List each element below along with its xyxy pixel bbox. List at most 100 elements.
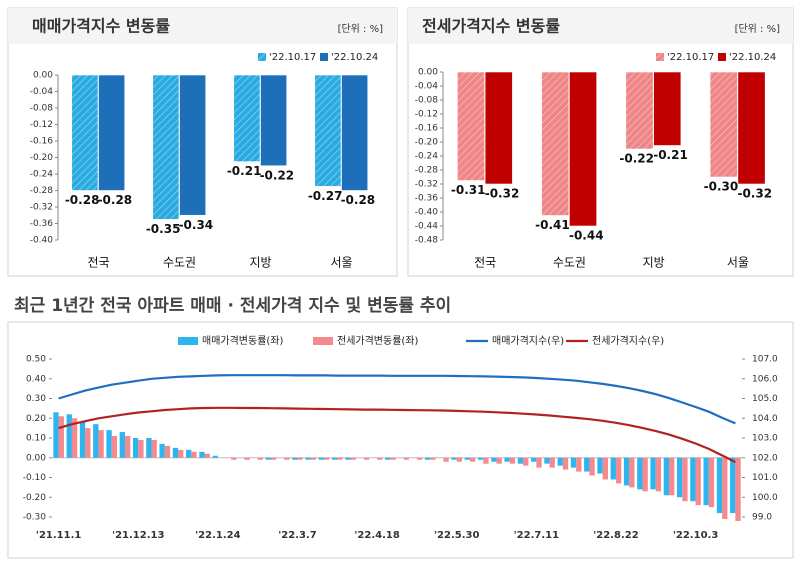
panel-header: [8, 8, 397, 44]
bar: [385, 457, 391, 460]
bar: [584, 457, 590, 472]
y-tick-label: 101.0: [752, 473, 778, 483]
bar: [152, 74, 180, 220]
bar: [350, 457, 356, 460]
bar: [151, 439, 157, 458]
bar: [570, 457, 577, 468]
chart-title: 전세가격지수 변동률: [422, 17, 560, 36]
bar: [483, 457, 489, 464]
bar: [544, 457, 550, 464]
bar: [477, 457, 484, 460]
bar: [589, 457, 595, 476]
bar: [730, 457, 736, 514]
data-label: -0.35: [146, 222, 181, 236]
line: [58, 406, 736, 464]
x-tick-label: 전국: [87, 256, 109, 270]
bar: [703, 457, 709, 506]
x-tick-label: 서울: [330, 256, 352, 270]
bar: [625, 71, 654, 150]
legend-label: '22.10.17: [667, 52, 714, 63]
legend-swatch: [313, 337, 333, 345]
data-label: -0.41: [535, 218, 570, 232]
bar: [93, 424, 99, 458]
data-label: -0.28: [341, 193, 376, 207]
bar: [509, 457, 516, 464]
bar: [655, 457, 662, 492]
bar: [722, 457, 728, 519]
bar: [132, 438, 139, 458]
bar: [602, 457, 608, 480]
x-tick-label: '22.4.18: [354, 530, 399, 541]
bar: [305, 457, 311, 460]
bar: [265, 457, 271, 460]
y-tick-label: 0.40: [26, 374, 46, 384]
y-tick-label: -0.16: [30, 137, 54, 147]
bar: [231, 457, 237, 460]
bar: [390, 457, 396, 460]
bar: [615, 457, 622, 484]
legend-swatch: [178, 337, 198, 345]
y-tick-label: -0.44: [415, 222, 439, 232]
x-tick-label: 지방: [249, 256, 271, 270]
data-label: -0.32: [485, 187, 520, 201]
bar: [324, 457, 330, 460]
bar: [541, 71, 570, 216]
bar: [111, 436, 118, 458]
y-tick-label: 102.0: [752, 453, 778, 463]
bar: [159, 443, 165, 458]
y-tick-label: -0.20: [23, 493, 47, 503]
bar: [403, 457, 409, 460]
bar: [318, 457, 325, 460]
bar: [199, 451, 205, 458]
data-label: -0.28: [98, 193, 133, 207]
y-tick-label: -0.20: [30, 153, 54, 163]
y-tick-label: 104.0: [752, 414, 778, 424]
bar: [443, 457, 449, 462]
bar: [523, 457, 529, 466]
y-tick-label: 105.0: [752, 394, 778, 404]
legend-swatch: [656, 53, 664, 61]
x-tick-label: 수도권: [163, 256, 196, 270]
y-tick-label: 0.20: [26, 414, 46, 424]
bar: [597, 457, 603, 474]
x-tick-label: '22.3.7: [278, 530, 317, 541]
bar: [260, 74, 288, 167]
x-tick-label: '21.11.1: [36, 530, 81, 541]
x-tick-label: 수도권: [553, 256, 586, 270]
bar: [491, 457, 497, 462]
y-tick-label: 0.00: [33, 71, 53, 81]
y-tick-label: 0.30: [26, 394, 46, 404]
legend-label: 전세가격지수(우): [592, 334, 664, 347]
legend-label: '22.10.24: [729, 52, 776, 63]
bar: [106, 430, 112, 458]
chart-title: 매매가격지수 변동률: [32, 17, 170, 36]
data-label: -0.28: [65, 193, 100, 207]
bar: [377, 457, 383, 460]
x-tick-label: '21.12.13: [112, 530, 164, 541]
bar: [331, 457, 338, 460]
bar: [709, 71, 738, 178]
y-tick-label: 106.0: [752, 374, 778, 384]
bar: [204, 453, 210, 458]
bar: [469, 457, 476, 462]
y-tick-label: -0.08: [415, 96, 439, 106]
y-tick-label: 99.0: [752, 513, 772, 523]
data-label: -0.21: [653, 148, 688, 162]
unit-label: [단위 : %]: [338, 22, 384, 35]
y-tick-label: -0.12: [415, 110, 438, 120]
bar: [629, 457, 635, 488]
bar: [716, 457, 723, 514]
bar: [178, 449, 184, 458]
bar: [663, 457, 670, 496]
bar: [138, 439, 144, 458]
y-tick-label: 0.50: [26, 355, 46, 365]
data-label: -0.32: [737, 187, 772, 201]
legend-label: 전세가격변동률(좌): [337, 334, 419, 347]
legend-label: '22.10.17: [269, 52, 316, 63]
y-tick-label: -0.20: [415, 138, 439, 148]
bar: [531, 457, 537, 462]
y-tick-label: -0.04: [415, 82, 439, 92]
y-tick-label: 0.10: [26, 434, 46, 444]
bar: [682, 457, 688, 502]
